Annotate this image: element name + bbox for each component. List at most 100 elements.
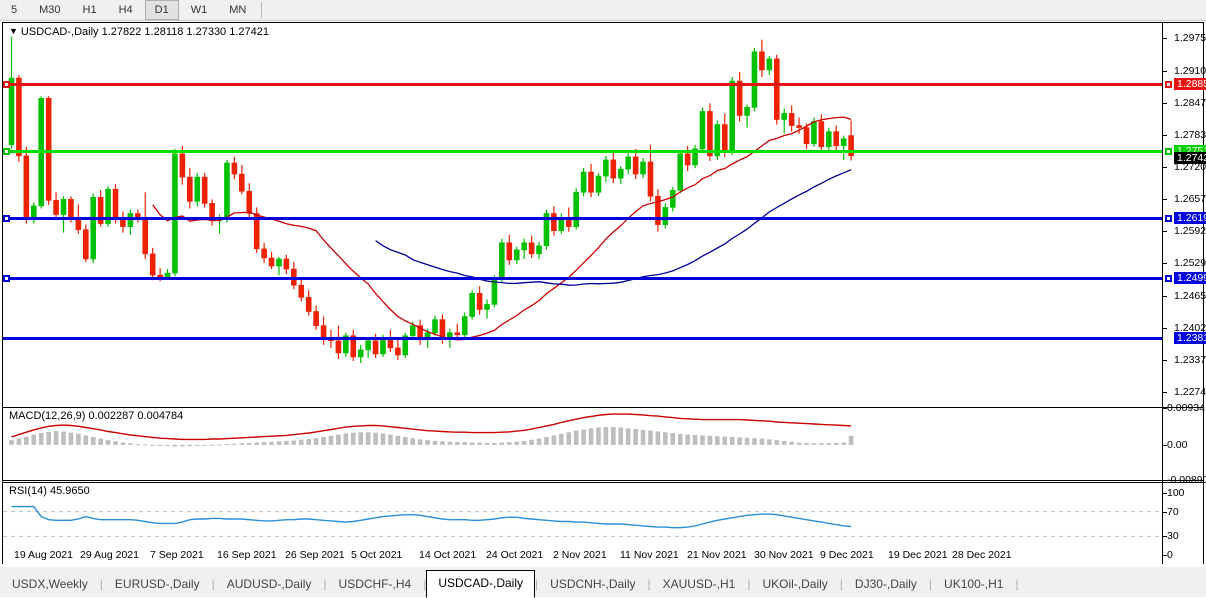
macd-histogram-bar bbox=[328, 435, 334, 445]
symbol-tab-uk100-h1[interactable]: UK100-,H1 bbox=[944, 577, 1004, 591]
tab-separator: | bbox=[839, 577, 843, 591]
date-axis-label: 11 Nov 2021 bbox=[620, 549, 679, 561]
rsi-line bbox=[11, 505, 852, 529]
macd-histogram-bar bbox=[722, 436, 728, 445]
rsi-tick-label: 0 bbox=[1167, 549, 1173, 561]
tab-separator: | bbox=[647, 577, 651, 591]
macd-histogram-bar bbox=[24, 436, 29, 445]
macd-header: MACD(12,26,9) 0.002287 0.004784 bbox=[9, 410, 184, 422]
symbol-tab-audusd-daily[interactable]: AUDUSD-,Daily bbox=[226, 577, 312, 591]
candle-body bbox=[744, 107, 750, 116]
rsi-tick-label: 100 bbox=[1167, 487, 1185, 499]
macd-tick-label: -0.00890 bbox=[1167, 474, 1206, 486]
level-anchor-handle[interactable] bbox=[3, 148, 10, 156]
tab-separator: | bbox=[211, 577, 215, 591]
price-tick-label: 1.25295 bbox=[1174, 257, 1206, 270]
macd-histogram-bar bbox=[402, 436, 408, 445]
candle-body bbox=[521, 242, 527, 251]
candle-body bbox=[90, 197, 97, 260]
level-price-label[interactable]: 1.26199 bbox=[1174, 211, 1206, 224]
macd-histogram-bar bbox=[113, 441, 118, 445]
timeframe-toolbar: 5 M30 H1 H4 D1 W1 MN bbox=[0, 0, 1206, 21]
date-axis-label: 29 Aug 2021 bbox=[80, 549, 139, 561]
level-scale-handle[interactable] bbox=[1165, 275, 1172, 283]
level-scale-handle[interactable] bbox=[1165, 80, 1172, 88]
level-scale-handle[interactable] bbox=[1165, 148, 1172, 156]
macd-histogram-bar bbox=[254, 442, 259, 445]
level-anchor-handle[interactable] bbox=[3, 214, 10, 222]
timeframe-button-d1[interactable]: D1 bbox=[144, 0, 179, 20]
candle-body bbox=[149, 253, 156, 276]
level-scale-handle[interactable] bbox=[1165, 214, 1172, 222]
price-scale[interactable]: 1.288511.275151.261991.249951.238101.297… bbox=[3, 23, 1206, 564]
macd-histogram-bar bbox=[685, 434, 690, 445]
timeframe-button-h4[interactable]: H4 bbox=[118, 4, 133, 16]
macd-histogram-bar bbox=[484, 442, 490, 445]
date-axis-label: 5 Oct 2021 bbox=[351, 549, 403, 561]
macd-histogram-bar bbox=[291, 440, 297, 445]
macd-histogram-bar bbox=[417, 439, 423, 445]
symbol-tab-usdcnh-daily[interactable]: USDCNH-,Daily bbox=[550, 577, 636, 591]
symbol-tab-dj30-daily[interactable]: DJ30-,Daily bbox=[854, 577, 917, 591]
candle-body bbox=[305, 297, 312, 312]
candle-body bbox=[372, 340, 379, 355]
horizontal-level-line-1.24995[interactable] bbox=[3, 277, 1162, 281]
price-tick-mark bbox=[1163, 167, 1167, 168]
macd-histogram-bar bbox=[298, 439, 304, 445]
macd-histogram-bar bbox=[507, 442, 512, 445]
level-anchor-handle[interactable] bbox=[3, 275, 10, 283]
tab-separator: | bbox=[99, 577, 103, 591]
candle-body bbox=[395, 347, 401, 356]
macd-histogram-bar bbox=[239, 443, 245, 445]
price-tick-label: 1.26570 bbox=[1174, 192, 1206, 205]
price-pane[interactable]: ▼ USDCAD-,Daily 1.27822 1.28118 1.27330 1… bbox=[3, 23, 1203, 407]
macd-histogram-bar bbox=[432, 440, 438, 445]
candle-body bbox=[513, 249, 520, 261]
horizontal-level-line-1.27515[interactable] bbox=[3, 150, 1162, 154]
level-price-label[interactable]: 1.28851 bbox=[1174, 77, 1206, 90]
candle-body bbox=[625, 156, 631, 170]
symbol-tab-usdx-weekly[interactable]: USDX,Weekly bbox=[12, 577, 88, 591]
horizontal-level-line-1.26199[interactable] bbox=[3, 216, 1162, 220]
timeframe-button-5[interactable]: 5 bbox=[11, 4, 18, 16]
symbol-tab-usdcad-daily[interactable]: USDCAD-,Daily bbox=[426, 570, 536, 598]
timeframe-button-h1[interactable]: H1 bbox=[82, 4, 97, 16]
candle-body bbox=[580, 171, 587, 193]
candle-body bbox=[268, 257, 275, 267]
symbol-tab-eurusd-daily[interactable]: EURUSD-,Daily bbox=[114, 577, 200, 591]
horizontal-level-line-1.28851[interactable] bbox=[3, 82, 1162, 86]
macd-tick-label: 0.00934! bbox=[1167, 402, 1206, 414]
level-price-label[interactable]: 1.23810 bbox=[1174, 332, 1206, 345]
timeframe-button-w1[interactable]: W1 bbox=[190, 4, 208, 16]
candle-body bbox=[476, 293, 483, 310]
candle-body bbox=[699, 111, 706, 150]
price-tick-label: 1.28475 bbox=[1174, 96, 1206, 109]
candle-body bbox=[796, 125, 802, 128]
horizontal-level-line-1.23810[interactable] bbox=[3, 337, 1162, 341]
macd-pane[interactable]: MACD(12,26,9) 0.002287 0.004784 bbox=[3, 408, 1203, 480]
macd-histogram-bar bbox=[499, 442, 505, 445]
rsi-tick-mark bbox=[1163, 536, 1167, 538]
candle-body bbox=[105, 188, 111, 224]
date-axis: 19 Aug 2021 29 Aug 2021 7 Sep 2021 16 Sep 2… bbox=[2, 548, 1204, 564]
macd-histogram-bar bbox=[46, 431, 51, 445]
timeframe-button-m30[interactable]: M30 bbox=[39, 4, 61, 16]
collapse-triangle-icon[interactable]: ▼ bbox=[9, 26, 18, 36]
candle-body bbox=[484, 304, 490, 310]
symbol-tab-usdchf-h4[interactable]: USDCHF-,H4 bbox=[338, 577, 412, 591]
symbol-tab-bar[interactable]: USDX,Weekly | EURUSD-,Daily | AUDUSD-,Daily |… bbox=[0, 566, 1206, 598]
candle-body bbox=[97, 197, 104, 224]
date-axis-label: 9 Dec 2021 bbox=[820, 549, 874, 561]
chart-frame[interactable]: ▼ USDCAD-,Daily 1.27822 1.28118 1.27330 1… bbox=[2, 22, 1206, 564]
macd-histogram-bar bbox=[61, 431, 66, 445]
symbol-tab-ukoil-daily[interactable]: UKOil-,Daily bbox=[762, 577, 828, 591]
rsi-tick-mark bbox=[1163, 493, 1167, 494]
candle-body bbox=[610, 159, 617, 179]
level-anchor-handle[interactable] bbox=[3, 80, 10, 88]
candle-body bbox=[313, 311, 319, 326]
symbol-tab-xauusd-h1[interactable]: XAUUSD-,H1 bbox=[662, 577, 736, 591]
timeframe-button-mn[interactable]: MN bbox=[229, 4, 247, 16]
level-price-label[interactable]: 1.24995 bbox=[1174, 272, 1206, 285]
rsi-pane[interactable]: RSI(14) 45.9650 bbox=[3, 483, 1203, 564]
candle-body bbox=[714, 124, 721, 157]
